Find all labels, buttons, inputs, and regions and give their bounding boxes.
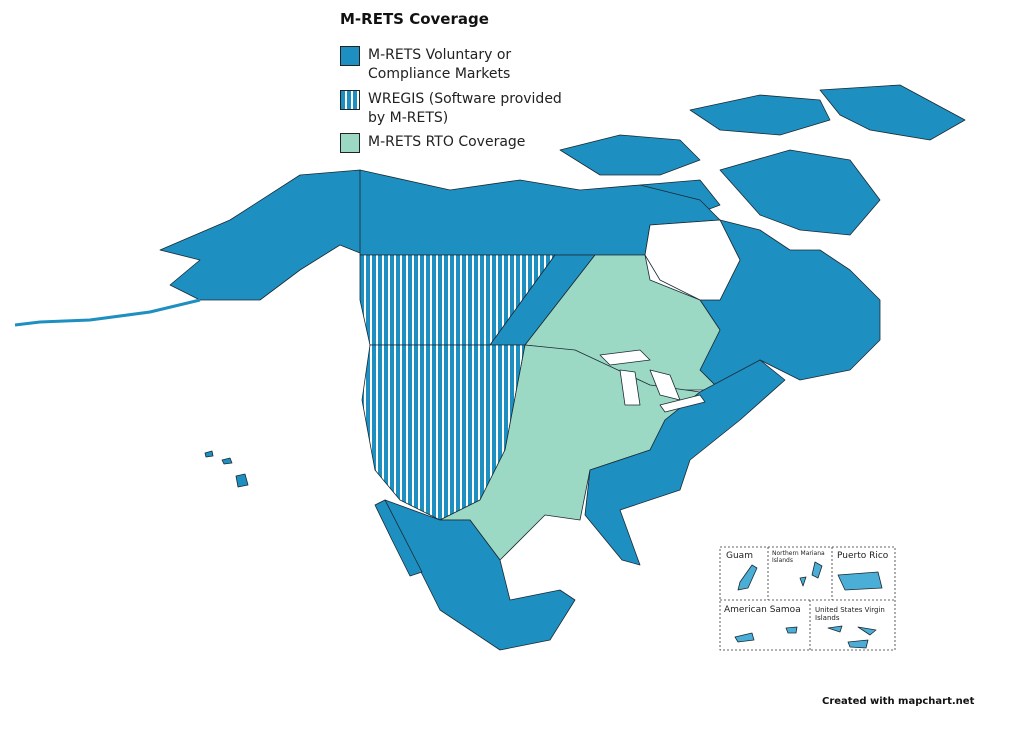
inset-label: Northern Mariana Islands	[772, 550, 825, 564]
mexico	[384, 499, 576, 651]
usvi	[827, 625, 843, 633]
baja	[374, 499, 423, 577]
puerto-rico	[837, 571, 883, 591]
legend-swatch	[340, 133, 360, 153]
usvi	[847, 639, 869, 649]
eastern-us	[584, 359, 786, 566]
legend-label: M-RETS Voluntary or Compliance Markets	[368, 47, 512, 82]
island	[819, 84, 966, 141]
samoa	[785, 626, 798, 634]
inset-label: Guam	[726, 551, 753, 561]
island	[689, 94, 831, 136]
island	[559, 134, 701, 176]
lake	[659, 394, 706, 413]
hawaii	[204, 450, 249, 488]
legend-item: WREGIS (Software provided by M-RETS)	[340, 90, 600, 128]
hudson-bay	[644, 219, 741, 301]
great-lakes	[599, 349, 706, 413]
legend-swatch	[340, 90, 360, 110]
inset-frame	[719, 546, 896, 651]
island	[719, 149, 881, 236]
inset-shapes	[734, 561, 883, 649]
lake	[619, 369, 641, 406]
legend-swatch	[340, 46, 360, 66]
credit: Created with mapchart.net	[822, 696, 975, 707]
legend-label: M-RETS RTO Coverage	[368, 134, 526, 150]
usvi	[857, 626, 877, 636]
nmi	[799, 576, 807, 587]
inset-label: United States Virgin Islands	[815, 606, 885, 622]
inset-label: Puerto Rico	[837, 551, 889, 561]
legend-item: M-RETS Voluntary or Compliance Markets	[340, 46, 600, 84]
island	[221, 457, 233, 465]
legend-item: M-RETS RTO Coverage	[340, 133, 600, 153]
alaska	[159, 169, 366, 301]
nmi	[811, 561, 823, 579]
aleutians	[14, 298, 201, 327]
inset-border	[719, 546, 896, 651]
inset-label: American Samoa	[724, 605, 801, 615]
legend-label: WREGIS (Software provided by M-RETS)	[368, 91, 562, 126]
island	[204, 450, 214, 458]
guam	[737, 564, 758, 591]
samoa	[734, 632, 755, 643]
island	[235, 473, 249, 488]
lake	[599, 349, 651, 366]
title: M-RETS Coverage	[340, 10, 489, 28]
